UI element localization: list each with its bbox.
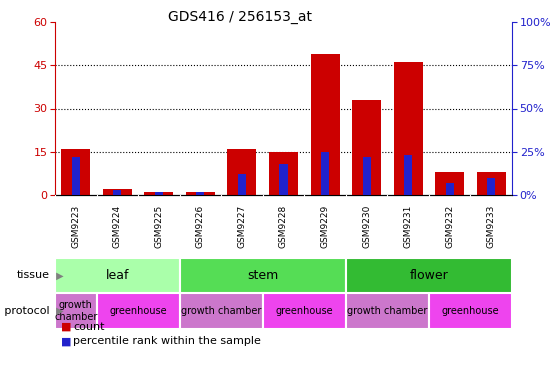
Text: GSM9228: GSM9228 <box>279 205 288 248</box>
Text: leaf: leaf <box>106 269 129 282</box>
Text: GSM9225: GSM9225 <box>154 205 163 248</box>
Text: GSM9226: GSM9226 <box>196 205 205 248</box>
Text: GSM9223: GSM9223 <box>72 205 80 248</box>
Bar <box>228 149 257 195</box>
Text: GSM9224: GSM9224 <box>113 205 122 248</box>
Text: growth protocol: growth protocol <box>0 306 50 316</box>
Bar <box>404 155 412 195</box>
Bar <box>97 293 179 329</box>
Bar <box>394 62 423 195</box>
Text: ▶: ▶ <box>53 306 63 316</box>
Text: GSM9227: GSM9227 <box>238 205 247 248</box>
Bar <box>363 157 371 195</box>
Text: ▶: ▶ <box>53 270 63 280</box>
Text: ■: ■ <box>60 336 71 346</box>
Text: count: count <box>73 322 105 332</box>
Bar <box>477 172 506 195</box>
Text: greenhouse: greenhouse <box>109 306 167 316</box>
Bar <box>269 152 298 195</box>
Bar <box>196 191 205 195</box>
Bar <box>310 54 339 195</box>
Bar <box>352 100 381 195</box>
Bar <box>435 172 464 195</box>
Text: percentile rank within the sample: percentile rank within the sample <box>73 336 260 346</box>
Bar <box>55 293 97 329</box>
Bar <box>179 258 346 293</box>
Bar <box>346 293 429 329</box>
Bar <box>179 293 263 329</box>
Text: growth chamber: growth chamber <box>347 306 428 316</box>
Bar <box>186 192 215 195</box>
Text: GSM9229: GSM9229 <box>320 205 330 248</box>
Text: growth chamber: growth chamber <box>181 306 262 316</box>
Bar <box>72 157 80 195</box>
Text: flower: flower <box>410 269 448 282</box>
Text: tissue: tissue <box>17 270 50 280</box>
Text: GSM9230: GSM9230 <box>362 205 371 248</box>
Bar <box>144 192 173 195</box>
Bar <box>346 258 512 293</box>
Text: stem: stem <box>247 269 278 282</box>
Text: ■: ■ <box>60 322 71 332</box>
Text: GSM9231: GSM9231 <box>404 205 413 248</box>
Text: GDS416 / 256153_at: GDS416 / 256153_at <box>168 10 312 24</box>
Bar <box>280 164 287 195</box>
Text: greenhouse: greenhouse <box>276 306 333 316</box>
Text: GSM9233: GSM9233 <box>487 205 496 248</box>
Bar <box>61 149 91 195</box>
Bar <box>263 293 346 329</box>
Text: greenhouse: greenhouse <box>442 306 499 316</box>
Bar <box>103 189 132 195</box>
Bar <box>238 174 246 195</box>
Bar <box>113 190 121 195</box>
Bar <box>155 191 163 195</box>
Bar <box>429 293 512 329</box>
Bar <box>321 152 329 195</box>
Bar <box>55 258 179 293</box>
Bar <box>446 183 454 195</box>
Text: growth
chamber: growth chamber <box>54 300 97 322</box>
Text: GSM9232: GSM9232 <box>445 205 454 248</box>
Bar <box>487 178 495 195</box>
